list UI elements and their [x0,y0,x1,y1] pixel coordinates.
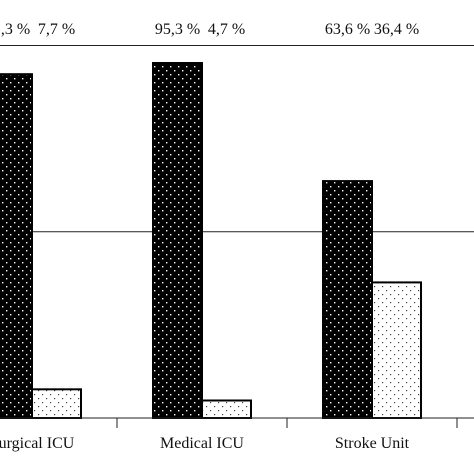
x-tick-label: Surgical ICU [0,435,75,452]
bar [0,73,33,420]
bar [31,388,82,420]
data-label: 4,7 % [208,21,245,38]
bar [201,399,252,419]
bar [371,281,422,419]
x-tick-label: Stroke Unit [335,435,410,452]
bar [322,180,373,419]
data-label: 63,6 % [325,21,370,38]
data-label: 7,7 % [38,21,75,38]
x-tick-label: Medical ICU [160,435,244,452]
data-label: 95,3 % [155,21,200,38]
data-label: 36,4 % [374,21,419,38]
data-label: 92,3 % [0,21,30,38]
bar [152,62,203,419]
